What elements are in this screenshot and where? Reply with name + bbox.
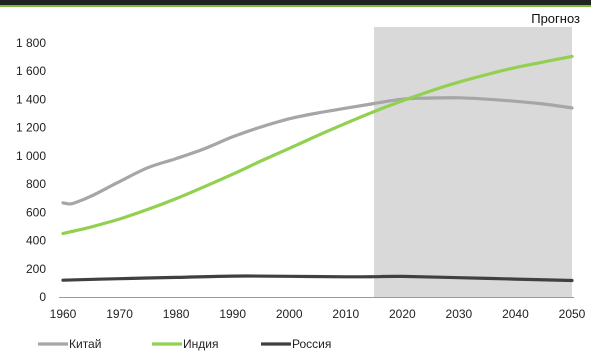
x-tick-label: 1990 <box>219 307 246 321</box>
y-tick-label: 1 600 <box>16 64 46 78</box>
header-accent <box>0 5 591 7</box>
y-tick-label: 200 <box>26 262 46 276</box>
y-tick-label: 400 <box>26 234 46 248</box>
y-tick-label: 1 000 <box>16 149 46 163</box>
x-tick-label: 2010 <box>332 307 359 321</box>
x-tick-label: 2030 <box>446 307 473 321</box>
x-tick-label: 1980 <box>163 307 190 321</box>
x-tick-label: 1960 <box>50 307 77 321</box>
y-tick-label: 1 800 <box>16 36 46 50</box>
y-tick-label: 1 200 <box>16 121 46 135</box>
x-tick-label: 2040 <box>502 307 529 321</box>
header-bar <box>0 0 591 5</box>
x-tick-label: 2020 <box>389 307 416 321</box>
forecast-region <box>374 27 572 297</box>
legend-label-0: Китай <box>69 337 101 351</box>
y-tick-label: 0 <box>39 290 46 304</box>
legend-label-2: Россия <box>292 337 331 351</box>
series-line-2 <box>61 274 574 283</box>
series-line-1 <box>61 54 574 236</box>
x-tick-label: 2050 <box>559 307 586 321</box>
y-tick-label: 800 <box>26 177 46 191</box>
series-line-0 <box>61 96 574 206</box>
legend-label-1: Индия <box>183 337 218 351</box>
y-tick-label: 1 400 <box>16 92 46 106</box>
forecast-label: Прогноз <box>531 11 580 26</box>
x-tick-label: 2000 <box>276 307 303 321</box>
y-tick-label: 600 <box>26 205 46 219</box>
x-tick-label: 1970 <box>106 307 133 321</box>
